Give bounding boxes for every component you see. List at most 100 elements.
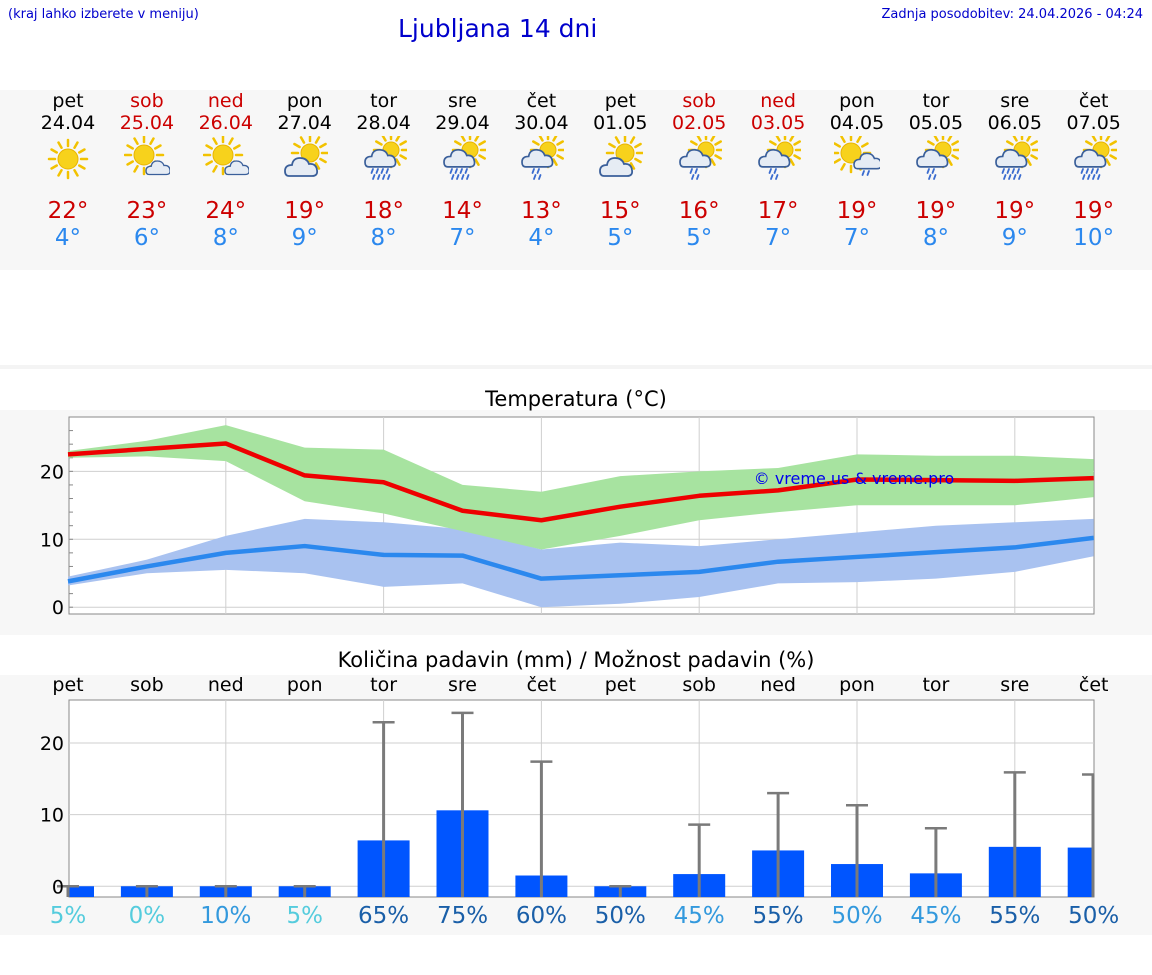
rain-light-icon <box>913 131 962 182</box>
precip-day-name: pon <box>839 674 875 696</box>
day-name: sre <box>448 90 477 112</box>
max-range-band <box>68 425 1094 550</box>
day-date: 07.05 <box>1066 112 1121 134</box>
day-column: sre 29.04 <box>423 90 503 134</box>
precipitation-chart: 0 10 20 <box>40 699 1095 898</box>
cloud-sun-icon <box>597 133 645 182</box>
max-temperature: 19° <box>994 198 1036 224</box>
max-temperature: 22° <box>47 198 89 224</box>
day-column: sob 02.05 <box>659 90 739 134</box>
day-column: sre 06.05 <box>975 90 1055 134</box>
rain-heavy-icon <box>1071 131 1119 182</box>
precip-probability: 45% <box>910 903 962 929</box>
precipitation-bar <box>69 886 94 897</box>
precip-probability: 50% <box>594 903 646 929</box>
min-temperature: 7° <box>449 225 476 251</box>
day-name: sre <box>1000 90 1030 112</box>
temperature-chart: 0 10 20 © vreme.us & vreme.pro <box>40 416 1095 619</box>
max-temperature-line <box>67 441 1094 523</box>
rain-heavy-icon <box>440 131 488 182</box>
max-temperature: 23° <box>126 198 168 224</box>
precip-day-name: pet <box>52 674 84 696</box>
y-tick-label: 10 <box>40 529 64 551</box>
cloud-sun-icon <box>282 133 329 182</box>
precip-probability: 50% <box>1068 903 1120 929</box>
precip-day-name: sob <box>130 674 164 696</box>
day-name: sob <box>130 90 164 112</box>
max-temperature: 19° <box>836 198 878 224</box>
precip-day-name: pet <box>604 674 636 696</box>
plot-area <box>68 699 1095 898</box>
precip-probability: 0% <box>128 903 166 929</box>
max-temperature: 13° <box>521 198 562 224</box>
day-name: čet <box>526 90 557 112</box>
min-temperature: 8° <box>212 225 239 251</box>
y-tick-label: 10 <box>40 805 64 827</box>
y-tick-label: 20 <box>40 461 64 483</box>
min-temperature: 4° <box>54 225 82 251</box>
day-name: pet <box>604 90 636 112</box>
rain-light-icon <box>755 131 804 182</box>
max-temperature: 19° <box>915 198 957 224</box>
min-temperature: 9° <box>291 225 318 251</box>
precip-probability: 10% <box>200 903 252 929</box>
rain-heavy-icon <box>992 131 1041 182</box>
precip-day-name: tor <box>370 674 398 696</box>
day-date: 28.04 <box>356 112 411 134</box>
precip-day-name: ned <box>207 674 244 696</box>
temperature-chart-title: Temperatura (°C) <box>485 387 667 411</box>
day-name: sob <box>682 90 716 112</box>
day-date: 01.05 <box>593 112 648 134</box>
day-date: 30.04 <box>514 112 569 134</box>
watermark: © vreme.us & vreme.pro <box>754 469 955 488</box>
location-hint: (kraj lahko izberete v meniju) <box>8 7 199 22</box>
day-column: pon 04.05 <box>817 90 897 134</box>
rain-light-icon <box>518 131 567 182</box>
precipitation-chart-title: Količina padavin (mm) / Možnost padavin … <box>337 648 815 672</box>
min-temperature: 7° <box>843 225 871 251</box>
day-column: ned 26.04 <box>186 90 266 134</box>
rain-light-icon <box>676 131 725 182</box>
y-tick-label: 0 <box>52 876 64 898</box>
min-temperature: 5° <box>686 225 713 251</box>
precipitation-bar <box>1067 847 1094 897</box>
day-date: 27.04 <box>277 112 332 134</box>
day-date: 25.04 <box>119 112 175 134</box>
day-column: pet 24.04 <box>28 90 108 134</box>
day-date: 24.04 <box>40 112 96 134</box>
precip-probability: 45% <box>673 903 725 929</box>
max-temperature: 17° <box>757 198 799 224</box>
min-temperature: 6° <box>133 225 160 251</box>
precip-day-name: pon <box>286 674 323 696</box>
day-date: 06.05 <box>987 112 1042 134</box>
precip-probability: 60% <box>515 903 567 929</box>
max-temperature: 16° <box>678 198 720 224</box>
day-name: pet <box>52 90 84 112</box>
precip-probability: 55% <box>989 903 1041 929</box>
page-title: Ljubljana 14 dni <box>398 14 598 43</box>
min-temperature: 4° <box>528 225 555 251</box>
max-temperature: 15° <box>599 198 641 224</box>
day-column: pon 27.04 <box>265 90 345 134</box>
y-tick-label: 20 <box>40 733 64 755</box>
divider <box>0 365 1152 369</box>
day-date: 02.05 <box>671 112 727 134</box>
day-date: 04.05 <box>829 112 885 134</box>
precip-probability: 65% <box>358 903 410 929</box>
day-name: ned <box>760 90 796 112</box>
precip-probability: 5% <box>49 903 87 929</box>
precip-day-name: sre <box>1000 674 1030 696</box>
min-temperature: 8° <box>370 225 397 251</box>
min-temperature: 5° <box>607 225 634 251</box>
max-temperature: 19° <box>284 198 326 224</box>
day-date: 26.04 <box>198 112 253 134</box>
day-name: tor <box>922 90 950 112</box>
day-name: pon <box>286 90 323 112</box>
sun-rain-icon <box>830 132 883 182</box>
day-column: ned 03.05 <box>738 90 818 134</box>
min-range-band <box>68 518 1094 608</box>
day-name: tor <box>370 90 398 112</box>
min-temperature: 9° <box>1001 225 1028 251</box>
day-date: 29.04 <box>435 112 490 134</box>
sun-cloud-icon <box>202 134 250 182</box>
